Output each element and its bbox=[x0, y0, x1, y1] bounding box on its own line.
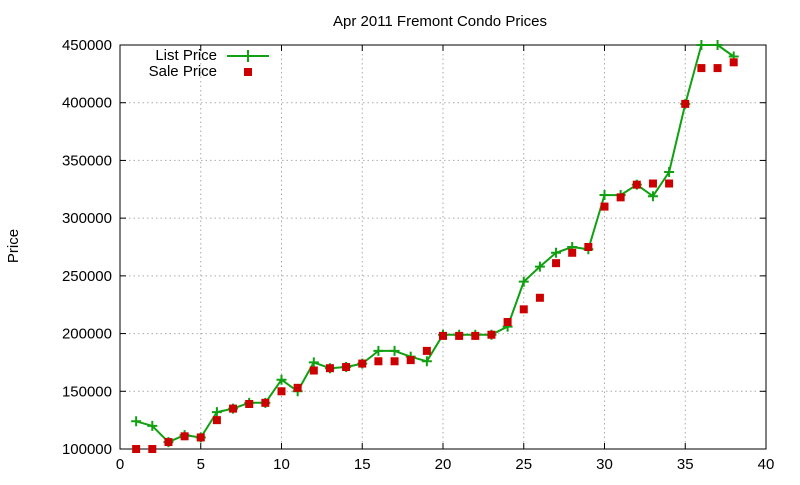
sale-price-point bbox=[374, 357, 383, 366]
sale-price-point bbox=[584, 243, 593, 251]
legend-marker-list-price bbox=[242, 50, 254, 62]
list-price-point bbox=[276, 374, 287, 385]
chart-title: Apr 2011 Fremont Condo Prices bbox=[333, 13, 547, 30]
sale-price-point bbox=[164, 438, 173, 447]
list-price-point bbox=[421, 356, 432, 367]
y-tick-label: 350000 bbox=[62, 152, 112, 169]
legend-marker-sale-price bbox=[244, 68, 252, 76]
sale-price-point bbox=[713, 64, 722, 73]
list-price-point bbox=[664, 166, 675, 177]
sale-price-point bbox=[325, 364, 334, 373]
legend-label-sale-price: Sale Price bbox=[149, 63, 217, 80]
sale-price-point bbox=[212, 416, 221, 425]
x-tick-label: 0 bbox=[116, 456, 124, 473]
plot-frame bbox=[119, 44, 767, 450]
sale-price-point bbox=[261, 398, 270, 407]
x-tick-label: 20 bbox=[435, 456, 452, 473]
sale-price-point bbox=[552, 259, 561, 268]
list-price-point bbox=[518, 276, 529, 287]
x-tick-label: 15 bbox=[354, 456, 371, 473]
sale-price-point bbox=[568, 248, 577, 257]
y-axis-label: Price bbox=[5, 229, 22, 263]
sale-price-point bbox=[422, 346, 431, 355]
sale-price-point bbox=[729, 58, 738, 67]
sale-price-point bbox=[180, 432, 189, 441]
sale-price-point bbox=[245, 399, 254, 408]
y-tick-label: 300000 bbox=[62, 210, 112, 227]
list-price-point bbox=[373, 345, 384, 356]
sale-price-point bbox=[277, 387, 286, 396]
sale-price-point bbox=[616, 193, 625, 202]
y-tick-label: 400000 bbox=[62, 95, 112, 112]
y-tick-label: 150000 bbox=[62, 383, 112, 400]
sale-price-point bbox=[519, 305, 528, 314]
sale-price-point bbox=[293, 383, 302, 392]
sale-price-point bbox=[665, 179, 674, 188]
list-price-point bbox=[551, 247, 562, 258]
sale-price-point bbox=[148, 445, 157, 453]
list-price-point bbox=[534, 261, 545, 272]
x-tick-label: 40 bbox=[758, 456, 775, 473]
sale-price-point bbox=[681, 99, 690, 108]
list-price-point bbox=[647, 191, 658, 202]
x-tick-label: 30 bbox=[596, 456, 613, 473]
list-price-point bbox=[712, 40, 723, 50]
list-price-point bbox=[147, 420, 158, 431]
sale-price-point bbox=[697, 64, 706, 73]
y-tick-label: 100000 bbox=[62, 441, 112, 458]
series-layer bbox=[131, 40, 739, 453]
sale-price-point bbox=[600, 202, 609, 211]
x-tick-label: 35 bbox=[677, 456, 694, 473]
y-tick-label: 250000 bbox=[62, 268, 112, 285]
sale-price-point bbox=[196, 433, 205, 442]
list-price-point bbox=[696, 40, 707, 50]
y-tick-label: 450000 bbox=[62, 37, 112, 54]
list-price-point bbox=[308, 357, 319, 368]
x-tick-label: 25 bbox=[515, 456, 532, 473]
list-price-point bbox=[131, 416, 142, 427]
sale-price-point bbox=[503, 318, 512, 327]
grid-lines bbox=[120, 45, 766, 449]
sale-price-point bbox=[358, 359, 367, 368]
sale-price-point bbox=[342, 363, 351, 372]
axis-ticks: 0 5 10 15 20 25 30 35 40 100000 150000 200000 250000… bbox=[62, 37, 774, 473]
sale-price-point bbox=[229, 404, 238, 413]
sale-price-point bbox=[487, 330, 496, 339]
sale-price-point bbox=[648, 179, 657, 188]
sale-price-point bbox=[455, 331, 464, 340]
list-price-point bbox=[211, 407, 222, 418]
x-tick-label: 5 bbox=[197, 456, 205, 473]
list-price-line bbox=[135, 44, 735, 444]
sale-price-point bbox=[132, 445, 141, 453]
sale-price-point bbox=[471, 331, 480, 340]
legend: List Price Sale Price bbox=[149, 47, 269, 80]
legend-label-list-price: List Price bbox=[155, 47, 217, 64]
sale-price-point bbox=[406, 356, 415, 365]
sale-price-point bbox=[439, 331, 447, 340]
sale-price-point bbox=[535, 293, 544, 302]
y-tick-label: 200000 bbox=[62, 326, 112, 343]
sale-price-point bbox=[309, 366, 318, 375]
sale-price-point bbox=[390, 357, 399, 366]
x-tick-label: 10 bbox=[273, 456, 290, 473]
list-price-point bbox=[389, 345, 400, 356]
sale-price-point bbox=[632, 180, 641, 189]
list-price-point bbox=[599, 190, 610, 201]
